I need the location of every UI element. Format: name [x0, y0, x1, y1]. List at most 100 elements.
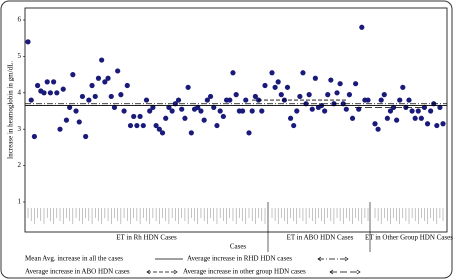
point [275, 79, 281, 85]
point [140, 122, 146, 129]
point [322, 108, 328, 114]
point [214, 122, 220, 129]
point [428, 108, 434, 114]
y-tick-label: 3 [18, 125, 22, 133]
point [147, 108, 153, 114]
point [201, 117, 207, 123]
point [233, 92, 239, 98]
y-tick-label: 4 [18, 88, 22, 96]
point [172, 101, 178, 107]
point [415, 108, 421, 114]
point [143, 97, 150, 103]
point [108, 93, 114, 100]
point [349, 115, 356, 121]
point [239, 108, 246, 114]
point [54, 90, 60, 96]
point [284, 84, 291, 90]
point [179, 106, 185, 112]
point [44, 79, 50, 85]
point [86, 97, 92, 103]
point [412, 115, 418, 121]
point [291, 122, 297, 129]
point [262, 82, 268, 89]
point [137, 113, 143, 120]
point [159, 130, 166, 136]
point [115, 68, 121, 74]
point [156, 126, 162, 132]
point [259, 108, 265, 114]
point [384, 115, 390, 121]
point [372, 121, 378, 127]
point [83, 133, 89, 140]
legend-label: Average increase in RHD HDN cases [187, 255, 292, 263]
point [287, 115, 294, 121]
point [246, 130, 252, 136]
point [47, 90, 54, 96]
point [70, 72, 76, 78]
point [303, 101, 309, 107]
point [378, 97, 384, 103]
point [390, 104, 397, 110]
point [127, 122, 134, 129]
y-tick-label: 6 [18, 16, 22, 24]
point [278, 92, 284, 98]
point [325, 92, 331, 98]
point [63, 117, 70, 123]
plot-frame [24, 7, 448, 233]
point [309, 106, 315, 112]
legend-arrow [329, 269, 361, 275]
point [230, 70, 236, 76]
point [195, 104, 201, 110]
point [31, 133, 38, 140]
point [121, 108, 127, 114]
point [169, 108, 175, 114]
point [227, 97, 233, 103]
point [328, 77, 334, 83]
point [57, 126, 63, 132]
point [35, 82, 41, 89]
point [434, 122, 440, 129]
legend-label: Average increase in ABO HDN cases [25, 268, 130, 276]
group-label: ET in Rh HDN Cases [116, 234, 177, 242]
point [166, 104, 172, 110]
point [394, 117, 400, 123]
y-axis-title: Increase in heamoglobin in gm/dL. [7, 61, 15, 159]
point [421, 104, 428, 110]
point [73, 108, 79, 114]
point [41, 90, 47, 96]
group-label: ET in ABO HDN Cases [287, 234, 354, 242]
group-label: ET in Other Group HDN Cases [365, 234, 453, 242]
point [340, 101, 346, 107]
point [343, 106, 349, 112]
point [150, 104, 156, 110]
point [365, 97, 371, 103]
point [424, 121, 431, 127]
point [67, 104, 73, 110]
point [437, 104, 443, 110]
point [60, 86, 66, 92]
legend-arrow [317, 256, 349, 262]
legend-label: Mean Avg. increase in all the cases [25, 255, 123, 263]
point [397, 97, 403, 103]
point [51, 79, 57, 85]
point [217, 108, 223, 114]
point [25, 39, 31, 45]
point [28, 97, 34, 103]
point [79, 93, 86, 100]
point [76, 119, 82, 125]
point [124, 82, 130, 89]
point [356, 106, 362, 112]
point [252, 93, 258, 100]
point [131, 113, 137, 120]
x-axis-title: Cases [230, 243, 247, 251]
point [198, 108, 204, 114]
point [92, 93, 98, 100]
y-tick-label: 1 [18, 198, 22, 206]
point [440, 121, 446, 127]
point [220, 113, 226, 120]
legend-arrow [146, 269, 178, 275]
point [387, 108, 394, 114]
point [207, 93, 214, 100]
point [306, 92, 312, 98]
